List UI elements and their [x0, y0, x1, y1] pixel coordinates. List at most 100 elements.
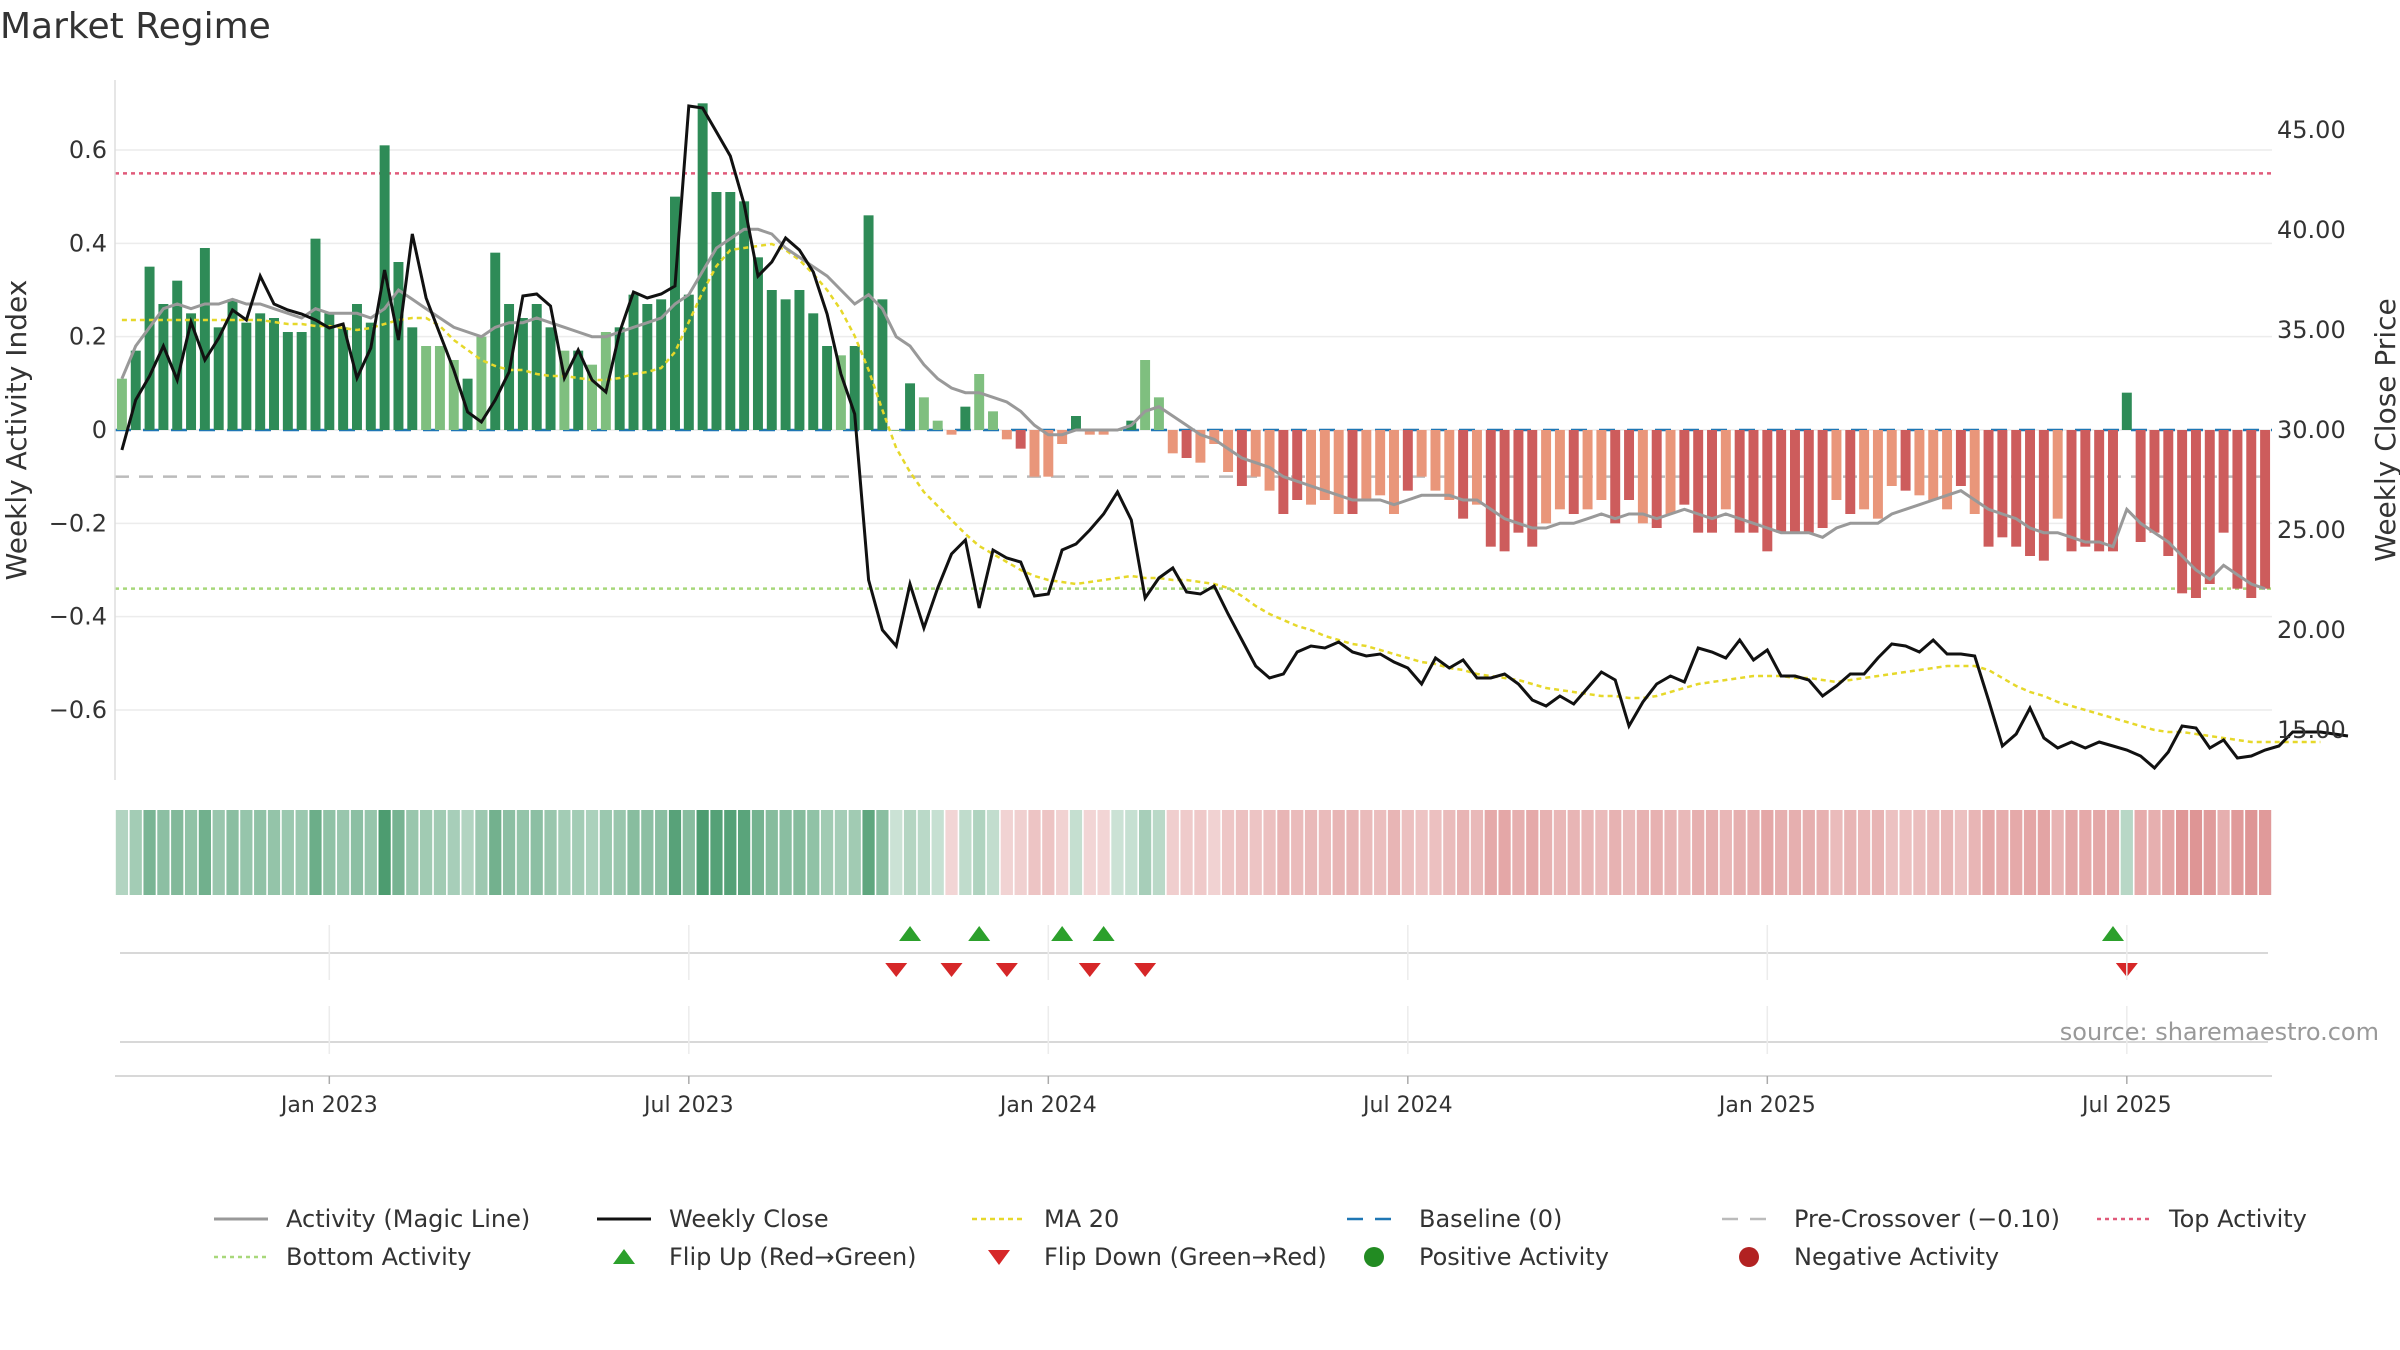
- activity-bar: [1776, 430, 1787, 533]
- activity-bar: [1347, 430, 1358, 514]
- regime-strip-cell: [890, 810, 903, 895]
- regime-strip-cell: [1553, 810, 1567, 895]
- activity-bar: [1997, 430, 2008, 538]
- regime-strip-cell: [1940, 810, 1954, 895]
- activity-bar: [988, 411, 998, 430]
- regime-strip-cell: [973, 810, 986, 895]
- activity-bar: [1333, 430, 1344, 514]
- activity-bar: [1195, 430, 1206, 463]
- activity-bar: [1568, 430, 1579, 514]
- activity-bar: [697, 103, 708, 430]
- regime-strip-cell: [1733, 810, 1746, 895]
- activity-bar: [1209, 430, 1220, 444]
- activity-bar: [960, 406, 971, 430]
- regime-strip-cell: [1512, 810, 1525, 895]
- activity-bar: [2080, 430, 2091, 547]
- legend-item-flip-up: Flip Up (Red→Green): [593, 1242, 917, 1272]
- activity-bar: [1278, 430, 1289, 514]
- flip-markers-panel: [120, 926, 2268, 977]
- activity-bar: [1610, 430, 1621, 524]
- activity-bar: [116, 378, 127, 430]
- activity-bar: [946, 430, 957, 435]
- activity-bar: [905, 383, 916, 430]
- legend-item-pos-dot: Positive Activity: [1343, 1242, 1609, 1272]
- legend-swatch: [988, 1250, 1010, 1265]
- activity-bar: [711, 192, 722, 430]
- regime-strip-cell: [1332, 810, 1345, 895]
- regime-strip-cell: [530, 810, 543, 895]
- legend-swatch: [597, 1217, 651, 1221]
- regime-strip-cell: [2148, 810, 2161, 895]
- activity-bar: [1541, 430, 1552, 524]
- regime-strip-cell: [171, 810, 184, 895]
- activity-bar: [2038, 430, 2049, 561]
- activity-bar: [1596, 430, 1607, 500]
- regime-strip-cell: [2134, 810, 2147, 895]
- activity-bar: [2177, 430, 2188, 594]
- regime-strip-cell: [392, 810, 405, 895]
- activity-bar: [448, 360, 459, 430]
- activity-bar: [1001, 430, 1012, 440]
- activity-bar: [1679, 430, 1690, 505]
- activity-bars: [116, 103, 2271, 598]
- activity-bar: [476, 336, 487, 430]
- activity-bar: [1734, 430, 1745, 533]
- regime-strip-cell: [1719, 810, 1732, 895]
- activity-bar: [365, 322, 376, 430]
- activity-bar: [2218, 430, 2229, 533]
- activity-bar: [2094, 430, 2105, 552]
- activity-bar: [2135, 430, 2146, 542]
- regime-strip-cell: [613, 810, 626, 895]
- activity-bar: [1499, 430, 1510, 552]
- flip-up-marker: [968, 926, 991, 941]
- activity-bar: [1140, 360, 1151, 430]
- regime-strip-cell: [1360, 810, 1373, 895]
- regime-strip-cell: [585, 810, 599, 895]
- regime-strip-cell: [406, 810, 419, 895]
- activity-bar: [1762, 430, 1773, 552]
- regime-strip-cell: [2023, 810, 2037, 895]
- activity-bar: [1264, 430, 1275, 491]
- regime-strip-cell: [198, 810, 211, 895]
- bottom-panel: [115, 1041, 2272, 1077]
- activity-bar: [863, 215, 874, 430]
- regime-strip-cell: [1622, 810, 1636, 895]
- regime-strip-cell: [502, 810, 516, 895]
- activity-bar: [2108, 430, 2118, 552]
- activity-bar: [794, 290, 805, 430]
- x-tick-label: Jan 2025: [1717, 1093, 1816, 1118]
- activity-bar: [1319, 430, 1330, 500]
- regime-strip-cell: [1498, 810, 1511, 895]
- regime-strip-cell: [1443, 810, 1456, 895]
- activity-bar: [1831, 430, 1842, 500]
- activity-bar: [324, 313, 335, 430]
- activity-bar: [1707, 430, 1717, 533]
- legend-swatch: [1364, 1247, 1384, 1267]
- regime-strip-cell: [1429, 810, 1442, 895]
- regime-strip-cell: [917, 810, 930, 895]
- activity-bar: [531, 304, 542, 430]
- regime-strip-cell: [1954, 810, 1968, 895]
- activity-bar: [282, 332, 293, 430]
- activity-bar: [1955, 430, 1966, 486]
- y-tick-label-left: 0.4: [69, 229, 107, 257]
- activity-bar: [628, 294, 639, 430]
- activity-bar: [1153, 397, 1164, 430]
- regime-strip-cell: [129, 810, 142, 895]
- regime-strip-cell: [1000, 810, 1013, 895]
- legend-label: Baseline (0): [1419, 1205, 1563, 1233]
- legend-label: Pre-Crossover (−0.10): [1794, 1205, 2061, 1233]
- regime-strip-cell: [1291, 810, 1304, 895]
- regime-strip-cell: [281, 810, 294, 895]
- activity-bar: [877, 299, 888, 430]
- activity-bar: [587, 364, 598, 430]
- y-tick-label-left: 0.6: [69, 136, 107, 164]
- regime-strip-cell: [2217, 810, 2230, 895]
- axes: 0.6 0.4 0.2 0 −0.2 −0.4 −0.6 45.00 40.00 35.00 30.…: [49, 80, 2346, 780]
- regime-strip-cell: [1650, 810, 1663, 895]
- activity-bar: [158, 304, 169, 430]
- regime-strip-cell: [1208, 810, 1221, 895]
- regime-strip-cell: [820, 810, 834, 895]
- regime-strip-cell: [2065, 810, 2078, 895]
- regime-strip-cell: [1415, 810, 1428, 895]
